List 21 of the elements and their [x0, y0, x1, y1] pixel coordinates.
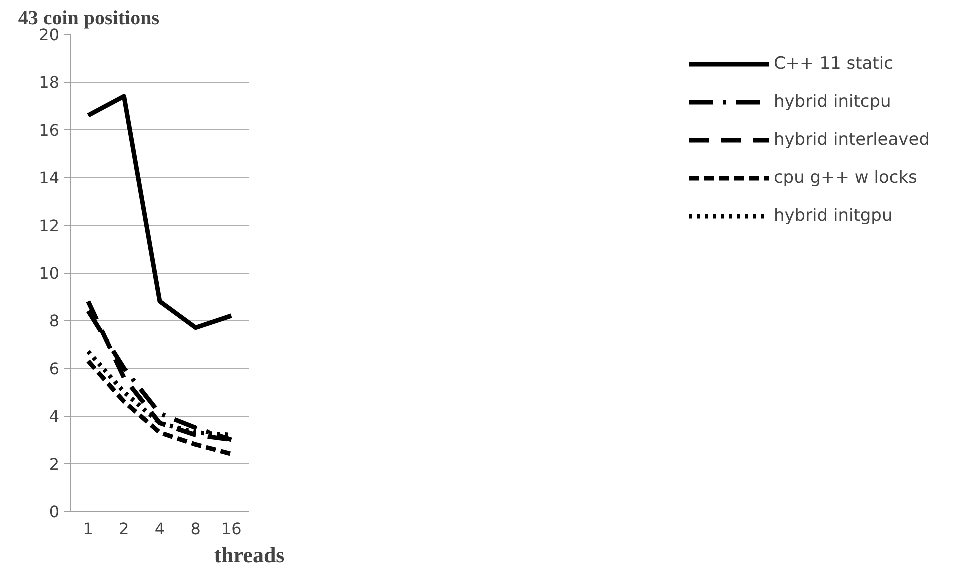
y-tick-label: 8 [49, 312, 60, 331]
y-tick-label: 18 [39, 73, 60, 92]
legend-label: hybrid initgpu [774, 206, 893, 226]
y-tick-label: 4 [49, 407, 60, 426]
legend-label: cpu g++ w locks [774, 168, 918, 188]
x-tick-label: 4 [154, 520, 166, 538]
y-tick-label: 2 [49, 454, 60, 474]
y-tick-label: 16 [39, 120, 60, 140]
x-tick-label: 1 [83, 520, 94, 538]
legend-label: hybrid interleaved [774, 130, 930, 150]
y-tick-label: 6 [49, 359, 60, 378]
legend-label: hybrid initcpu [774, 92, 892, 112]
y-tick-label: 12 [39, 216, 60, 236]
x-tick-label: 2 [119, 520, 130, 538]
y-tick-label: 14 [39, 168, 60, 188]
x-axis-title: threads [214, 542, 286, 568]
y-tick-label: 10 [39, 264, 60, 283]
legend-label: C++ 11 static [774, 54, 894, 74]
x-tick-label: 16 [221, 520, 242, 538]
x-tick-label: 8 [190, 520, 201, 538]
y-tick-label: 0 [49, 502, 60, 522]
